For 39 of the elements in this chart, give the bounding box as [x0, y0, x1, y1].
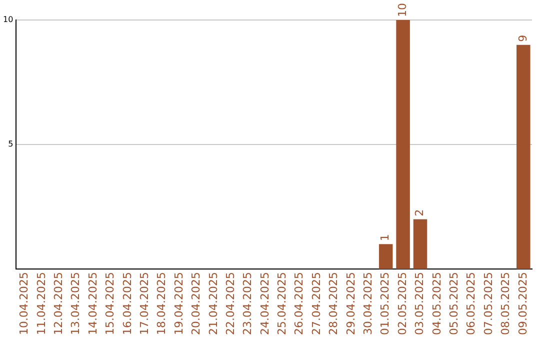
x-tick-label: 05.05.2025: [447, 272, 460, 336]
y-tick-label: 5: [8, 140, 14, 149]
x-tick-label: 28.04.2025: [327, 272, 340, 336]
data-label: 10: [396, 3, 409, 17]
x-tick-label: 26.04.2025: [292, 272, 306, 336]
bar: [413, 219, 428, 270]
x-tick-label: 04.05.2025: [430, 272, 444, 336]
x-tick-label: 13.04.2025: [69, 272, 82, 336]
x-tick-label: 19.04.2025: [172, 272, 186, 336]
x-tick-label: 15.04.2025: [104, 272, 117, 336]
x-tick-label: 12.04.2025: [52, 272, 66, 336]
x-tick-label: 01.05.2025: [378, 272, 392, 336]
x-tick-label: 20.04.2025: [190, 272, 203, 336]
x-tick-label: 18.04.2025: [155, 272, 168, 336]
x-tick-label: 27.04.2025: [310, 272, 323, 336]
x-tick-label: 03.05.2025: [413, 272, 426, 336]
data-label: 2: [413, 209, 426, 216]
bar: [378, 244, 393, 270]
x-tick-label: 08.05.2025: [499, 272, 512, 336]
x-tick-label: 29.04.2025: [344, 272, 358, 336]
x-tick-label: 07.05.2025: [482, 272, 495, 336]
x-tick-label: 14.04.2025: [86, 272, 100, 336]
x-tick-label: 06.05.2025: [464, 272, 478, 336]
x-tick-label: 23.04.2025: [241, 272, 254, 336]
bar: [396, 20, 410, 270]
x-tick-label: 10.04.2025: [18, 272, 31, 336]
x-tick-label: 02.05.2025: [396, 272, 409, 336]
x-tick-label: 22.04.2025: [224, 272, 237, 336]
x-tick-label: 30.04.2025: [362, 272, 375, 336]
x-tick-label: 17.04.2025: [138, 272, 151, 336]
bar: [516, 44, 530, 270]
x-tick-label: 11.04.2025: [34, 272, 48, 336]
x-tick-label: 25.04.2025: [276, 272, 289, 336]
x-tick-label: 24.04.2025: [258, 272, 272, 336]
data-label: 1: [378, 234, 392, 242]
x-tick-label: 09.05.2025: [516, 272, 530, 336]
x-tick-label: 21.04.2025: [206, 272, 220, 336]
data-label: 9: [516, 34, 530, 42]
x-tick-label: 16.04.2025: [120, 272, 134, 336]
